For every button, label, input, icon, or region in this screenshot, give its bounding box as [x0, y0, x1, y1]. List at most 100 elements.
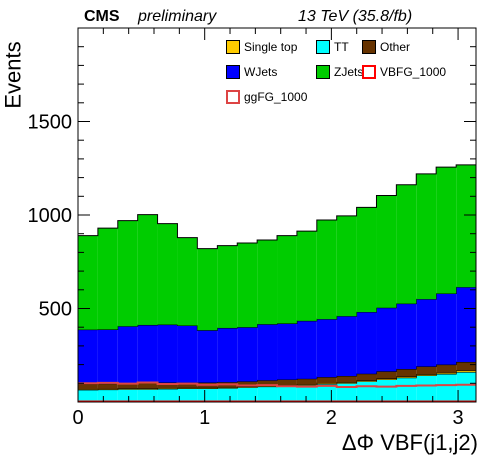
bar-zjets-19 [456, 164, 477, 288]
bar-other-16 [396, 369, 417, 377]
experiment-label: CMS [84, 8, 120, 25]
legend-swatch [316, 40, 330, 54]
bar-single-top-15 [376, 378, 397, 380]
bar-zjets-12 [316, 220, 337, 320]
bar-other-12 [316, 377, 337, 384]
legend-swatch [226, 65, 240, 79]
bar-tt-17 [416, 375, 437, 402]
bar-other-19 [456, 361, 477, 371]
legend-entry-other: Other [362, 40, 410, 54]
bar-other-15 [376, 371, 397, 379]
bar-single-top-16 [396, 376, 417, 378]
bar-zjets-7 [217, 245, 238, 328]
bar-zjets-6 [197, 248, 218, 331]
overlay-ggfg-1000 [78, 381, 477, 389]
bar-other-3 [137, 382, 158, 389]
bar-zjets-2 [117, 220, 138, 327]
bar-wjets-10 [277, 323, 297, 380]
y-tick-label-500: 500 [39, 299, 72, 321]
bar-zjets-16 [396, 184, 417, 304]
legend-entry-tt: TT [316, 40, 349, 54]
bar-wjets-19 [456, 287, 477, 362]
bar-tt-14 [356, 381, 377, 402]
bar-other-0 [78, 383, 98, 390]
bar-tt-11 [296, 385, 317, 402]
bar-tt-7 [217, 388, 238, 402]
legend-swatch [226, 40, 240, 54]
legend-swatch [316, 65, 330, 79]
bar-zjets-4 [157, 223, 178, 325]
x-tick-label-0: 0 [72, 407, 83, 429]
bar-wjets-14 [356, 312, 377, 374]
bar-wjets-6 [197, 330, 218, 383]
legend-label: Other [380, 40, 411, 54]
legend-label: TT [334, 40, 349, 54]
bar-other-14 [356, 373, 377, 381]
bar-other-5 [177, 382, 198, 388]
bar-wjets-8 [237, 327, 258, 382]
bar-wjets-5 [177, 325, 198, 383]
legend-entry-single-top: Single top [226, 40, 297, 54]
bar-tt-3 [137, 389, 158, 402]
legend-entry-ggfg-1000: ggFG_1000 [226, 90, 307, 104]
bar-wjets-12 [316, 319, 337, 378]
bar-other-1 [97, 383, 118, 389]
bar-wjets-11 [296, 320, 317, 379]
bar-zjets-17 [416, 173, 437, 300]
legend-swatch [226, 90, 240, 104]
bar-other-9 [257, 380, 278, 386]
x-axis-label: ΔΦ VBF(j1,j2) [341, 430, 478, 455]
legend-entry-vbfg-1000: VBFG_1000 [362, 65, 446, 79]
bar-tt-16 [396, 377, 417, 402]
bar-single-top-19 [456, 370, 477, 373]
status-label: preliminary [138, 8, 217, 25]
bar-wjets-2 [117, 326, 138, 384]
bar-zjets-9 [257, 240, 278, 325]
bar-wjets-18 [436, 293, 457, 365]
bar-tt-8 [237, 387, 258, 402]
bar-other-4 [157, 382, 178, 389]
bar-tt-5 [177, 388, 198, 402]
bar-single-top-18 [436, 372, 457, 374]
x-tick-label-3: 3 [452, 407, 463, 429]
bar-wjets-17 [416, 299, 437, 367]
legend-swatch [362, 65, 376, 79]
bar-other-2 [117, 383, 138, 389]
bar-other-10 [277, 379, 297, 386]
bar-tt-0 [78, 389, 98, 402]
bar-single-top-17 [416, 374, 437, 376]
bar-tt-9 [257, 386, 278, 402]
legend-label: ZJets [334, 65, 364, 79]
bar-wjets-9 [257, 324, 278, 381]
bar-other-11 [296, 378, 317, 385]
bar-tt-4 [157, 388, 178, 402]
bar-wjets-0 [78, 329, 98, 384]
bar-tt-2 [117, 389, 138, 402]
bar-wjets-7 [217, 327, 238, 383]
bar-zjets-10 [277, 235, 297, 324]
y-axis-label: Events [0, 41, 26, 109]
legend-swatch [362, 40, 376, 54]
bar-zjets-8 [237, 243, 258, 328]
bar-wjets-1 [97, 329, 118, 384]
bar-other-17 [416, 366, 437, 375]
bar-zjets-18 [436, 167, 457, 294]
bar-zjets-5 [177, 237, 198, 326]
bar-tt-15 [376, 379, 397, 402]
bar-tt-10 [277, 385, 297, 402]
bar-zjets-0 [78, 235, 98, 330]
bar-wjets-4 [157, 324, 178, 383]
legend-label: ggFG_1000 [244, 90, 308, 104]
bar-other-18 [436, 364, 457, 373]
bar-tt-1 [97, 389, 118, 402]
bar-other-8 [237, 381, 258, 387]
bar-zjets-1 [97, 228, 118, 330]
legend-label: VBFG_1000 [380, 65, 447, 79]
bar-tt-18 [436, 373, 457, 402]
bar-other-13 [336, 376, 357, 383]
y-tick-label-1000: 1000 [28, 205, 73, 227]
y-tick-label-1500: 1500 [28, 112, 73, 134]
energy-label: 13 TeV (35.8/fb) [298, 8, 413, 25]
